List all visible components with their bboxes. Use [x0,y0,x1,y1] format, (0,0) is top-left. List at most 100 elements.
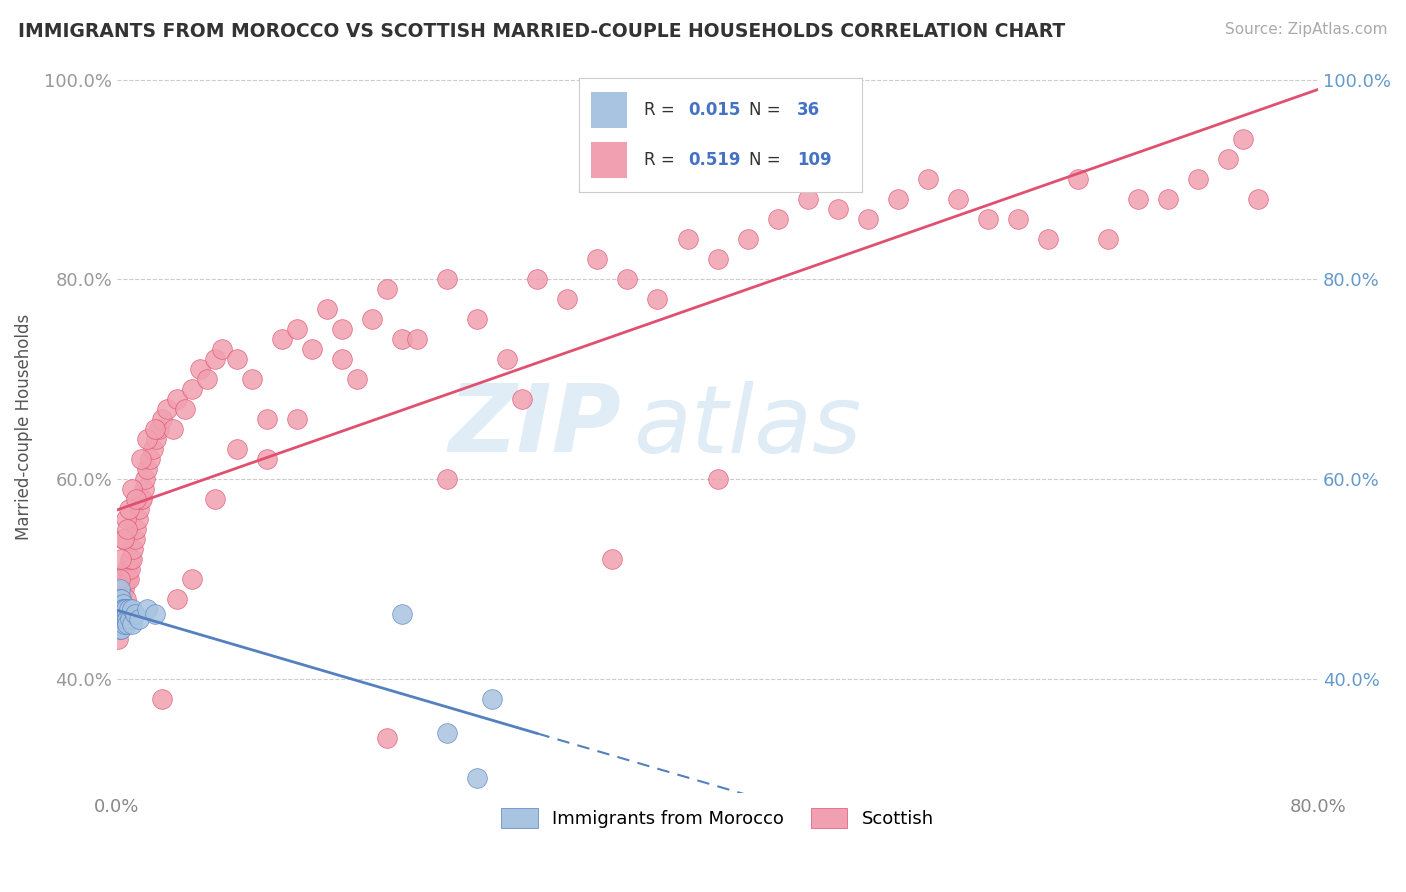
Point [134,472,156,486]
Point [108,601,131,615]
Point [211,342,233,356]
Point [375,282,398,296]
Point [586,252,609,267]
Point [1007,212,1029,227]
Point [1036,232,1059,246]
Point [1126,192,1149,206]
Point [117,572,139,586]
Point [143,422,166,436]
Point [111,612,134,626]
Point [110,601,132,615]
Point [436,726,458,740]
Point [391,332,413,346]
Point [117,562,139,576]
Point [118,501,141,516]
Point [706,252,728,267]
Point [139,451,162,466]
Point [108,582,131,596]
Legend: Immigrants from Morocco, Scottish: Immigrants from Morocco, Scottish [495,800,941,836]
Point [114,601,136,615]
Point [316,302,339,317]
Point [766,212,789,227]
Point [125,491,148,506]
Point [115,612,138,626]
Point [127,512,149,526]
Point [121,482,143,496]
Point [108,622,131,636]
Point [181,382,204,396]
Point [946,192,969,206]
Point [124,607,146,621]
Point [110,591,132,606]
Point [162,422,184,436]
Point [1067,172,1090,186]
Point [166,591,188,606]
Point [148,422,170,436]
Point [129,451,152,466]
Point [136,432,159,446]
Point [1247,192,1270,206]
Point [114,582,136,596]
Text: ZIP: ZIP [449,381,621,473]
Point [124,532,146,546]
Point [1232,132,1254,146]
Point [118,572,141,586]
Point [107,591,129,606]
Point [114,612,136,626]
Point [166,392,188,406]
Point [132,482,155,496]
Point [108,591,131,606]
Point [108,601,131,615]
Point [676,232,699,246]
Point [145,432,167,446]
Point [616,272,638,286]
Point [121,551,143,566]
Point [204,491,226,506]
Point [117,612,139,626]
Point [188,362,211,376]
Point [108,591,131,606]
Point [240,372,263,386]
Point [136,462,159,476]
Point [117,522,139,536]
Point [111,597,134,611]
Point [128,501,150,516]
Point [107,622,129,636]
Point [406,332,429,346]
Point [465,312,488,326]
Point [110,612,132,626]
Text: Source: ZipAtlas.com: Source: ZipAtlas.com [1225,22,1388,37]
Point [526,272,548,286]
Point [142,442,165,456]
Point [131,491,153,506]
Point [827,202,849,217]
Point [121,601,143,615]
Point [129,491,152,506]
Point [110,612,132,626]
Point [496,352,519,367]
Point [121,616,143,631]
Point [391,607,413,621]
Point [737,232,759,246]
Point [977,212,1000,227]
Point [110,582,132,596]
Point [271,332,294,346]
Point [136,601,159,615]
Point [120,612,142,626]
Point [1216,153,1239,167]
Point [512,392,534,406]
Point [115,512,138,526]
Point [155,402,177,417]
Point [436,272,458,286]
Point [856,212,879,227]
Point [114,612,136,626]
Point [195,372,218,386]
Point [436,472,458,486]
Y-axis label: Married-couple Households: Married-couple Households [15,313,32,540]
Point [301,342,323,356]
Point [204,352,226,367]
Point [465,772,488,786]
Point [285,322,308,336]
Point [1097,232,1119,246]
Point [125,522,148,536]
